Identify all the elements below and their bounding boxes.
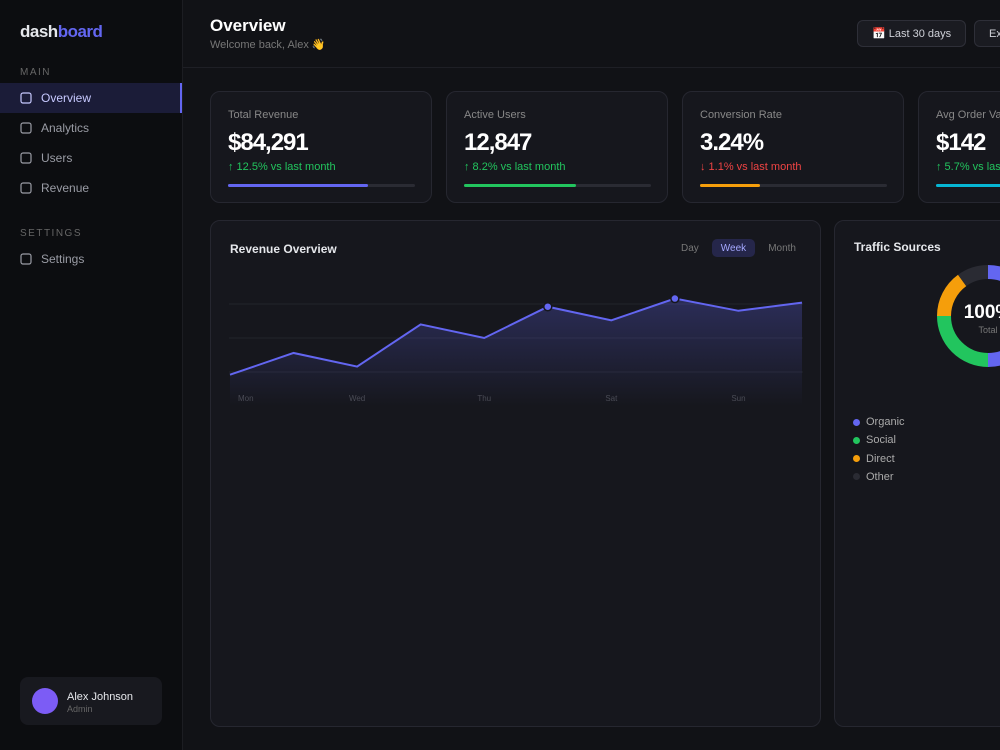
progress-track: [936, 184, 1000, 187]
nav-label: Revenue: [41, 181, 90, 195]
tab[interactable]: Month: [768, 242, 796, 254]
nav-item[interactable]: Revenue: [0, 173, 182, 203]
page-subtitle: Welcome back, Alex 👋: [210, 39, 326, 51]
nav-icon: [20, 152, 32, 164]
progress-bar: [700, 184, 760, 187]
nav-label: Settings: [41, 252, 85, 266]
point: [543, 301, 553, 312]
progress-track: [700, 184, 887, 187]
user-name: Alex Johnson: [67, 691, 134, 703]
point: [670, 293, 680, 304]
donut-center-sublabel: Total: [978, 325, 997, 335]
avatar: [32, 688, 58, 714]
stat-label: Conversion Rate: [700, 109, 782, 121]
legend-item: Other: [853, 471, 894, 483]
line-area: [230, 298, 802, 406]
donut-segment: [958, 265, 989, 287]
progress-bar: [936, 184, 1000, 187]
stat-change: ↑ 5.7% vs last month: [936, 161, 1000, 173]
legend-swatch: [853, 436, 860, 444]
legend-label: Direct: [866, 452, 895, 465]
tab[interactable]: Day: [681, 242, 699, 254]
legend-label: Social: [866, 434, 896, 447]
stat-change: ↑ 8.2% vs last month: [464, 161, 566, 173]
legend-item: Social: [853, 434, 896, 446]
stat-value: $142: [936, 129, 986, 156]
date-range-button[interactable]: 📅 Last 30 days: [857, 20, 967, 47]
page-title: Overview: [210, 16, 286, 35]
stat-card: Avg Order Value $142 ↑ 5.7% vs last month: [918, 91, 1000, 203]
donut-segment: [937, 274, 967, 317]
nav-icon: [20, 182, 32, 194]
header-divider: [183, 67, 1000, 68]
logo-part: board: [57, 22, 103, 41]
legend-swatch: [853, 418, 860, 426]
nav-item[interactable]: Users: [0, 143, 182, 173]
legend-label: Organic: [866, 416, 905, 428]
tabs: Day Week Month: [672, 239, 805, 257]
progress-bar: [464, 184, 577, 187]
stat-value: 12,847: [464, 129, 532, 156]
progress-track: [464, 184, 651, 187]
stat-change: ↑ 12.5% vs last month: [228, 161, 336, 173]
nav-item[interactable]: Analytics: [0, 113, 182, 143]
nav-label: Users: [41, 151, 73, 165]
logo: dashboard: [20, 22, 103, 42]
card-title: Traffic Sources: [854, 240, 941, 254]
legend-item: Direct: [853, 453, 895, 465]
nav-icon: [20, 122, 32, 134]
revenue-card: Revenue Overview Day Week Month Mon Wed Thu S…: [210, 220, 821, 727]
stat-label: Avg Order Value: [936, 109, 1000, 121]
nav-icon: [20, 92, 32, 104]
x-tick-label: Sat: [605, 394, 618, 403]
stat-value: $84,291: [228, 129, 309, 156]
legend-swatch: [853, 455, 860, 463]
stat-value: 3.24%: [700, 129, 764, 156]
x-tick-label: Sun: [731, 394, 745, 403]
progress-track: [228, 184, 415, 187]
nav-label: Overview: [41, 91, 92, 105]
line-chart: Mon Wed Thu Sat Sun: [229, 293, 803, 406]
legend-item: Organic: [853, 416, 905, 428]
stat-label: Active Users: [464, 109, 526, 121]
legend-swatch: [853, 473, 860, 481]
donut-center-label: 100%: [964, 302, 1000, 323]
section-label: SETTINGS: [20, 228, 83, 239]
progress-bar: [228, 184, 369, 187]
sidebar: dashboard MAIN Overview Analytics Users Reve…: [0, 0, 183, 750]
traffic-card: Traffic Sources 100% Total Organic Social D…: [834, 220, 1000, 727]
stat-card: Conversion Rate 3.24% ↓ 1.1% vs last month: [682, 91, 904, 203]
nav-item[interactable]: Settings: [0, 244, 182, 274]
stat-card: Active Users 12,847 ↑ 8.2% vs last month: [446, 91, 668, 203]
nav-label: Analytics: [41, 121, 90, 135]
stat-label: Total Revenue: [228, 109, 299, 121]
x-tick-label: Wed: [349, 394, 365, 403]
donut-segment: [937, 315, 989, 367]
donut-chart: 100% Total: [937, 265, 1000, 367]
x-tick-label: Thu: [477, 394, 491, 403]
user-role: Admin: [67, 704, 93, 714]
legend-label: Other: [866, 470, 894, 483]
logo-part: dash: [20, 22, 58, 41]
card-title: Revenue Overview: [230, 242, 337, 256]
user-card[interactable]: Alex Johnson Admin: [20, 677, 162, 725]
line-series: [229, 297, 803, 376]
tab[interactable]: Week: [711, 239, 756, 257]
stat-change: ↓ 1.1% vs last month: [700, 161, 802, 173]
export-button[interactable]: Export: [974, 20, 1000, 47]
section-label: MAIN: [20, 67, 51, 78]
nav-icon: [20, 253, 32, 265]
stat-card: Total Revenue $84,291 ↑ 12.5% vs last mont…: [210, 91, 432, 203]
x-tick-label: Mon: [238, 394, 254, 403]
nav-item[interactable]: Overview: [0, 83, 182, 113]
